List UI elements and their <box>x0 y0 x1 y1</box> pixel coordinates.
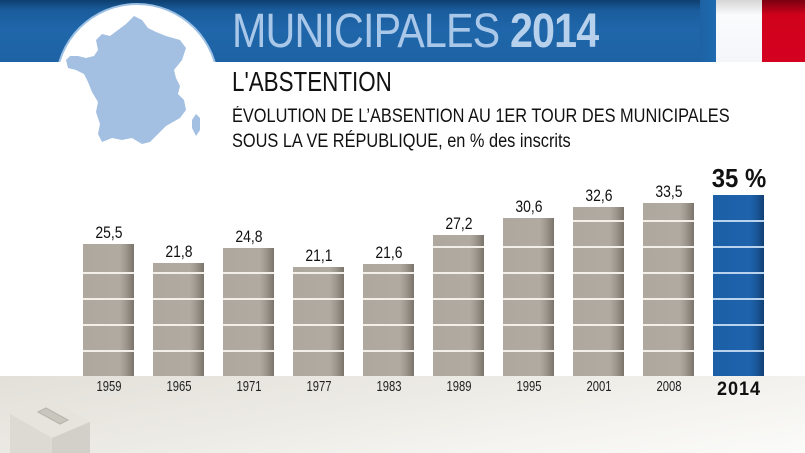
description-line-1: ÉVOLUTION DE L’ABSENTION AU 1ER TOUR DES… <box>232 106 730 127</box>
bar-divider <box>363 297 414 300</box>
bar-divider <box>223 323 274 326</box>
chart-floor <box>0 376 805 453</box>
bar-divider <box>573 271 624 274</box>
value-label: 21,8 <box>164 242 193 262</box>
bar-divider <box>713 220 764 222</box>
bar-divider <box>83 349 134 352</box>
bar-2001 <box>573 207 624 376</box>
value-label: 32,6 <box>584 186 613 206</box>
bar-divider <box>713 324 764 326</box>
bar-divider <box>83 297 134 300</box>
bar-divider <box>643 219 694 222</box>
bar-divider <box>503 323 554 326</box>
bar-divider <box>153 271 204 274</box>
bar-2014 <box>713 195 764 376</box>
bar-divider <box>713 350 764 352</box>
flag-white-stripe <box>716 0 762 62</box>
bar-divider <box>433 323 484 326</box>
bar-divider <box>293 323 344 326</box>
bar-divider <box>83 323 134 326</box>
title-year: 2014 <box>509 5 599 58</box>
bar-1989 <box>433 235 484 376</box>
bar-1971 <box>223 247 274 376</box>
value-label: 30,6 <box>514 196 543 216</box>
bar-1983 <box>363 264 414 376</box>
bar-divider <box>363 323 414 326</box>
value-label: 24,8 <box>234 226 263 246</box>
bar-1965 <box>153 263 204 376</box>
x-tick-label: 2014 <box>716 379 761 400</box>
bar-divider <box>503 271 554 274</box>
flag-red-stripe <box>762 0 805 62</box>
title-municipales: MUNICIPALES <box>232 5 500 58</box>
x-tick-label: 1959 <box>95 378 122 395</box>
bar-1959 <box>83 244 134 376</box>
section-title: L'ABSTENTION <box>232 66 392 97</box>
value-label: 33,5 <box>654 181 683 201</box>
bar-divider <box>643 271 694 274</box>
bar-divider <box>643 323 694 326</box>
bar-divider <box>293 271 344 274</box>
chart-description: ÉVOLUTION DE L’ABSENTION AU 1ER TOUR DES… <box>232 104 730 154</box>
x-tick-label: 1983 <box>375 378 402 395</box>
bar-divider <box>293 349 344 352</box>
bar-divider <box>153 297 204 300</box>
bar-divider <box>433 349 484 352</box>
bar-divider <box>643 245 694 248</box>
bar-divider <box>643 297 694 300</box>
value-label: 21,6 <box>374 243 403 263</box>
bar-divider <box>573 245 624 248</box>
x-tick-label: 1995 <box>515 378 542 395</box>
bar-divider <box>223 297 274 300</box>
description-line-2: SOUS LA VE RÉPUBLIQUE, en % des inscrits <box>232 131 571 152</box>
x-tick-label: 1971 <box>235 378 262 395</box>
x-tick-label: 1977 <box>305 378 332 395</box>
flag-blue-stripe <box>700 0 716 62</box>
bar-divider <box>293 297 344 300</box>
bar-2008 <box>643 202 694 376</box>
bar-1995 <box>503 217 554 376</box>
bar-divider <box>643 349 694 352</box>
value-label: 21,1 <box>304 245 333 265</box>
bar-divider <box>573 219 624 222</box>
bar-divider <box>573 323 624 326</box>
value-label: 27,2 <box>444 214 473 234</box>
bar-divider <box>503 349 554 352</box>
bar-divider <box>713 246 764 248</box>
x-tick-label: 2001 <box>585 378 612 395</box>
bar-divider <box>433 245 484 248</box>
bar-divider <box>573 297 624 300</box>
page-title: MUNICIPALES 2014 <box>232 4 599 59</box>
bar-divider <box>503 297 554 300</box>
bar-divider <box>363 271 414 274</box>
france-map-icon <box>66 16 200 144</box>
bar-divider <box>573 349 624 352</box>
x-tick-label: 2008 <box>655 378 682 395</box>
bar-divider <box>503 245 554 248</box>
x-tick-label: 1965 <box>165 378 192 395</box>
x-tick-label: 1989 <box>445 378 472 395</box>
ballot-box-icon <box>10 398 90 453</box>
bar-divider <box>153 323 204 326</box>
value-label: 35 % <box>711 163 766 193</box>
bar-1977 <box>293 266 344 376</box>
bar-divider <box>363 349 414 352</box>
bar-divider <box>713 272 764 274</box>
bar-divider <box>223 349 274 352</box>
value-label: 25,5 <box>94 223 123 243</box>
bar-divider <box>153 349 204 352</box>
bar-divider <box>83 271 134 274</box>
bar-divider <box>713 298 764 300</box>
bar-divider <box>223 271 274 274</box>
bar-divider <box>433 271 484 274</box>
bar-divider <box>433 297 484 300</box>
